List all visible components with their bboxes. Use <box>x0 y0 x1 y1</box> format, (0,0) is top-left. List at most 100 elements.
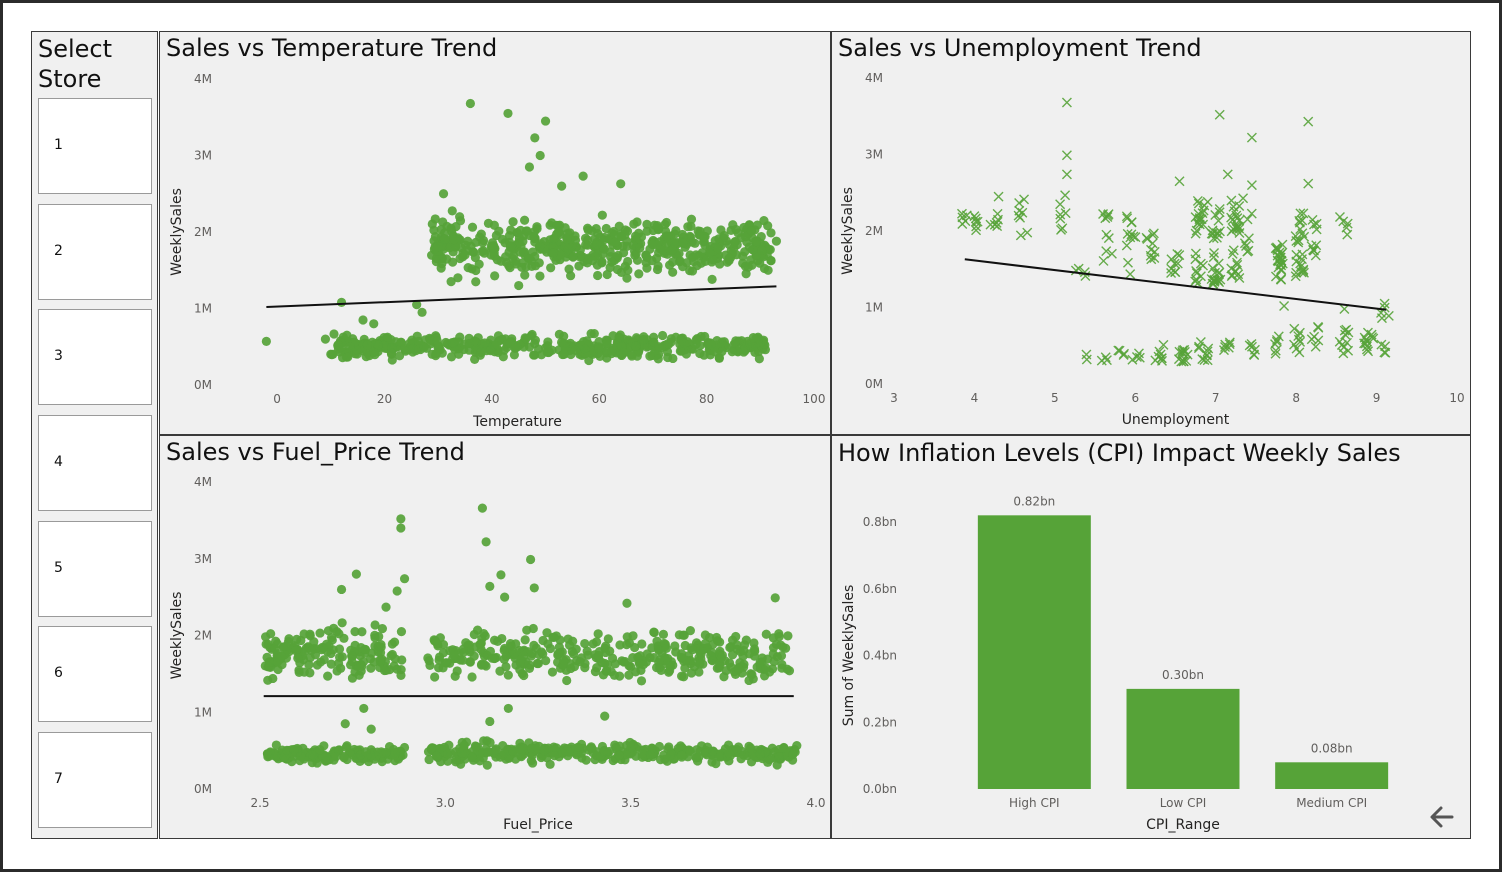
data-point-marker <box>1061 97 1072 108</box>
data-point-marker <box>474 259 484 269</box>
data-point-marker <box>601 647 611 658</box>
data-point-marker <box>654 342 664 352</box>
data-point-marker <box>766 256 776 266</box>
slicer-item-store-5[interactable]: 5 <box>38 521 152 617</box>
data-point-marker <box>1121 240 1132 251</box>
data-point-marker <box>524 663 535 673</box>
data-point-marker <box>671 647 681 657</box>
data-point-marker <box>381 602 391 612</box>
data-point-marker <box>554 227 564 237</box>
data-point-marker <box>1125 269 1136 280</box>
data-point-marker <box>387 355 397 365</box>
data-point-marker <box>467 222 478 232</box>
x-tick-label: 3 <box>890 391 898 405</box>
data-point-marker <box>723 740 734 750</box>
data-point-marker <box>759 216 769 226</box>
data-point-marker <box>1014 197 1025 208</box>
data-point-marker <box>649 627 659 638</box>
data-point-marker <box>519 215 530 225</box>
data-point-marker <box>629 219 639 229</box>
x-tick-label: 40 <box>484 392 499 406</box>
data-point-marker <box>503 670 513 680</box>
slicer-item-store-3[interactable]: 3 <box>38 309 152 405</box>
data-point-marker <box>784 666 795 676</box>
data-point-marker <box>1246 338 1257 349</box>
data-point-marker <box>315 744 325 755</box>
data-point-marker <box>971 225 982 236</box>
data-point-marker <box>1295 336 1306 347</box>
x-tick-label: Low CPI <box>1160 796 1207 810</box>
data-point-marker <box>483 218 494 228</box>
data-point-marker <box>686 668 697 678</box>
data-point-marker <box>497 234 508 244</box>
data-point-marker <box>741 635 751 645</box>
slicer-item-store-2[interactable]: 2 <box>38 204 152 300</box>
data-point-marker <box>556 337 567 347</box>
data-point-marker <box>774 744 784 755</box>
data-point-marker <box>482 747 493 757</box>
data-point-marker <box>340 719 350 729</box>
data-point-marker <box>387 649 397 660</box>
data-point-marker <box>711 759 721 769</box>
data-point-marker <box>354 670 364 680</box>
slicer-item-label: 1 <box>54 137 63 153</box>
data-point-marker <box>1309 331 1320 342</box>
data-point-marker <box>661 231 672 241</box>
data-point-marker <box>555 250 566 260</box>
data-point-marker <box>1227 214 1238 225</box>
data-point-marker <box>746 226 757 236</box>
data-point-marker <box>527 329 537 340</box>
data-point-marker <box>1270 339 1281 350</box>
trend-line <box>266 285 777 308</box>
data-point-marker <box>392 586 402 596</box>
cpi-chart-panel: How Inflation Levels (CPI) Impact Weekly… <box>831 435 1471 839</box>
temperature-scatter-chart[interactable]: 0M 1M 2M 3M 4M 0 20 40 60 80 100 Temperature WeeklyS… <box>160 32 831 435</box>
x-tick-label: 3.5 <box>621 796 640 810</box>
data-point-marker <box>1379 298 1390 309</box>
slicer-item-store-7[interactable]: 7 <box>38 732 152 828</box>
data-point-marker <box>291 645 301 656</box>
data-point-marker <box>485 581 495 591</box>
back-arrow-icon[interactable] <box>1428 803 1456 831</box>
unemployment-scatter-chart[interactable]: 0M 1M 2M 3M 4M 3 4 5 6 7 8 9 10 Unemployment WeeklySal… <box>832 32 1471 435</box>
fuel-price-chart-title: Sales vs Fuel_Price Trend <box>166 438 465 466</box>
data-point-marker <box>645 351 655 361</box>
y-tick-label: 0.6bn <box>863 582 897 596</box>
data-point-marker <box>471 237 481 247</box>
slicer-item-label: 7 <box>54 771 63 787</box>
data-point-marker <box>993 191 1004 202</box>
data-point-marker <box>308 750 318 760</box>
data-point-marker <box>399 574 410 584</box>
data-point-marker <box>725 658 735 668</box>
data-point-marker <box>1294 215 1305 226</box>
slicer-item-label: 3 <box>54 348 63 364</box>
data-point-marker <box>1293 235 1304 246</box>
slicer-item-store-4[interactable]: 4 <box>38 415 152 511</box>
cpi-bar-chart[interactable]: 0.0bn 0.2bn 0.4bn 0.6bn 0.8bn 0.82bn High CPI 0… <box>832 436 1471 839</box>
data-point-marker <box>545 220 555 230</box>
slicer-item-store-6[interactable]: 6 <box>38 626 152 722</box>
data-point-marker <box>530 338 540 349</box>
data-point-marker <box>520 333 530 343</box>
data-point-marker <box>369 319 379 329</box>
fuel-price-scatter-chart[interactable]: 0M 1M 2M 3M 4M 2.5 3.0 3.5 4.0 Fuel_Price WeeklySa… <box>160 436 831 839</box>
data-point-marker <box>329 329 339 339</box>
x-tick-label: 7 <box>1212 391 1220 405</box>
data-point-marker <box>725 642 735 653</box>
data-point-marker <box>761 629 771 639</box>
data-point-marker <box>454 349 464 359</box>
data-point-marker <box>1298 265 1309 276</box>
data-point-marker <box>1193 198 1204 209</box>
data-point-marker <box>386 348 396 358</box>
slicer-item-store-1[interactable]: 1 <box>38 98 152 194</box>
data-point-marker <box>1202 350 1213 361</box>
x-tick-label: High CPI <box>1009 796 1060 810</box>
data-point-marker <box>772 760 782 770</box>
data-point-marker <box>985 219 996 230</box>
data-point-marker <box>431 751 442 761</box>
data-point-marker <box>485 716 495 727</box>
y-tick-label: 3M <box>865 148 883 162</box>
data-point-marker <box>443 756 453 766</box>
x-tick-label: 3.0 <box>436 796 455 810</box>
data-point-marker <box>438 217 448 227</box>
